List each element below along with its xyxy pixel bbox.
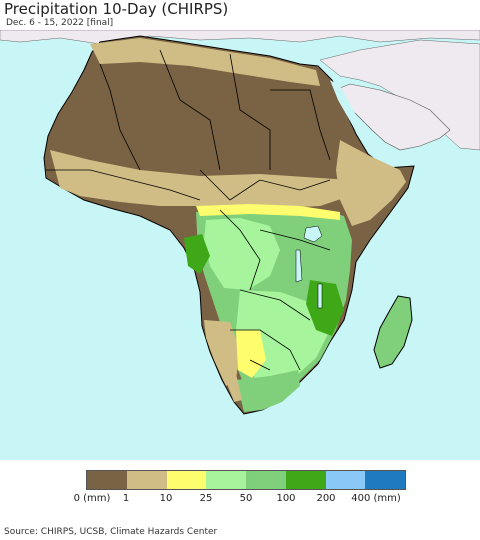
country-borders [46,49,331,371]
legend-swatch [246,471,286,489]
lake-tanganyika [295,249,303,283]
cape-tan [222,370,242,402]
legend-tick-label: 50 [239,493,253,504]
arabian-peninsula [334,83,451,151]
legend-tick-label: 100 [276,493,296,504]
legend-tick-label: 1 [122,493,130,504]
legend-tick-label: 10 [159,493,173,504]
namibia-tan [204,320,240,386]
north-coast-tan [90,38,320,86]
legend-swatch [206,471,246,489]
sahel-tan [50,150,350,208]
south-africa-green [236,370,300,412]
lake-victoria [303,225,323,243]
west-coast-green [184,234,210,274]
legend-swatch [87,471,127,489]
legend-tick-label: 400 (mm) [351,493,401,504]
red-sea [330,80,378,152]
precipitation-map [0,30,480,460]
madagascar-land [373,295,413,369]
map-subtitle: Dec. 6 - 15, 2022 [final] [6,18,114,28]
legend-swatch [285,471,326,489]
legend-swatch [126,471,167,489]
mozambique-green [306,280,344,336]
congo-light-green [204,218,280,290]
kalahari-yellow [236,330,266,378]
legend-tick-label: 0 (mm) [73,493,111,504]
legend-tick-label: 200 [316,493,336,504]
color-legend [86,470,406,490]
legend-swatch [166,471,207,489]
yellow-margin-north [196,204,340,220]
legend-swatch [365,471,405,489]
map-title: Precipitation 10-Day (CHIRPS) [4,0,229,18]
east-horn-tan [336,140,406,226]
lake-malawi [317,283,323,309]
legend-tick-label: 25 [199,493,213,504]
legend-swatch [325,471,366,489]
source-credit: Source: CHIRPS, UCSB, Climate Hazards Ce… [4,527,218,537]
